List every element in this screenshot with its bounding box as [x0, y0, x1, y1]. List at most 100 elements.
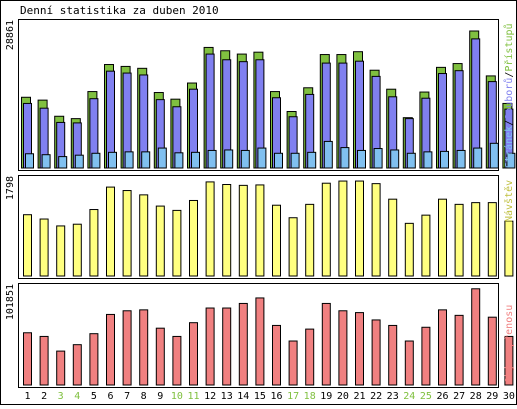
- bar-visits-day-20: [338, 180, 348, 277]
- xtick-label-day-18: 18: [304, 391, 316, 402]
- bar-pages-day-17: [290, 152, 300, 169]
- bar-kbytes-day-29: [487, 316, 497, 386]
- xtick-label-day-8: 8: [141, 391, 147, 402]
- xtick-label-day-27: 27: [453, 391, 465, 402]
- bar-kbytes-day-18: [305, 328, 315, 386]
- bar-kbytes-day-5: [89, 333, 99, 386]
- bar-visits-day-29: [487, 202, 497, 277]
- bar-visits-day-11: [189, 199, 198, 277]
- bar-pages-day-15: [257, 147, 267, 169]
- xtick-label-day-19: 19: [320, 391, 332, 402]
- bar-kbytes-day-12: [205, 307, 215, 386]
- bar-kbytes-day-2: [39, 335, 49, 386]
- xtick-label-day-26: 26: [436, 391, 448, 402]
- bar-visits-day-14: [238, 184, 248, 277]
- bar-pages-day-13: [224, 149, 234, 169]
- bar-pages-day-11: [191, 151, 200, 169]
- xtick-label-day-25: 25: [420, 391, 432, 402]
- xtick-label-day-24: 24: [403, 391, 415, 402]
- ytick-max-kbytes: 101851: [5, 284, 16, 320]
- bar-kbytes-day-8: [139, 309, 149, 386]
- bar-kbytes-day-20: [338, 310, 348, 386]
- bar-pages-day-4: [74, 154, 84, 169]
- bar-pages-day-29: [489, 142, 499, 169]
- xtick-label-day-7: 7: [124, 391, 130, 402]
- bar-visits-day-1: [23, 214, 32, 277]
- ytick-max-hits: 28861: [5, 20, 16, 50]
- xtick-label-day-17: 17: [287, 391, 299, 402]
- bar-visits-day-8: [139, 194, 149, 277]
- bar-visits-day-28: [471, 202, 481, 277]
- xtick-label-day-3: 3: [58, 391, 64, 402]
- bar-kbytes-day-22: [371, 319, 381, 386]
- bar-pages-day-14: [240, 149, 250, 169]
- bar-kbytes-day-26: [438, 309, 447, 386]
- bar-visits-day-30: [504, 220, 514, 277]
- bar-visits-day-5: [89, 209, 99, 277]
- bar-kbytes-day-21: [355, 312, 364, 386]
- bar-pages-day-9: [157, 147, 167, 169]
- bar-kbytes-day-3: [56, 350, 66, 386]
- xtick-label-day-4: 4: [74, 391, 80, 402]
- ylabel-hits-files-pages: Stránek/Souborů/Přístupů: [503, 23, 515, 168]
- bar-pages-day-24: [406, 152, 416, 169]
- xtick-label-day-21: 21: [353, 391, 365, 402]
- bar-kbytes-day-11: [189, 322, 198, 386]
- bar-pages-day-16: [274, 152, 283, 169]
- bar-pages-day-2: [41, 154, 51, 169]
- bar-pages-day-23: [390, 149, 400, 169]
- xtick-label-day-1: 1: [24, 391, 30, 402]
- bar-visits-day-15: [255, 184, 265, 277]
- bar-kbytes-day-24: [404, 340, 414, 386]
- bar-pages-day-26: [440, 150, 449, 169]
- bar-visits-day-9: [155, 205, 165, 277]
- bar-pages-day-10: [174, 152, 184, 169]
- bar-pages-day-1: [25, 153, 34, 169]
- bar-pages-day-20: [340, 147, 350, 169]
- bar-visits-day-27: [454, 203, 464, 277]
- bar-visits-day-21: [355, 180, 364, 277]
- bar-pages-day-18: [307, 151, 317, 169]
- bar-kbytes-day-9: [155, 327, 165, 386]
- bar-kbytes-day-6: [106, 313, 115, 386]
- xtick-label-day-11: 11: [187, 391, 199, 402]
- bar-visits-day-4: [72, 223, 82, 277]
- bar-pages-day-12: [207, 149, 217, 169]
- bar-visits-day-7: [122, 190, 132, 277]
- ytick-max-visits: 1798: [5, 176, 16, 200]
- xtick-label-day-5: 5: [91, 391, 97, 402]
- ylabel-part-4: Přístupů: [503, 23, 515, 71]
- xtick-label-day-10: 10: [171, 391, 183, 402]
- bar-kbytes-day-4: [72, 344, 82, 386]
- bar-visits-day-2: [39, 218, 49, 277]
- xtick-label-day-13: 13: [221, 391, 233, 402]
- bar-pages-day-7: [124, 151, 134, 169]
- bar-visits-day-23: [388, 198, 398, 277]
- ylabel-kbytes: Objem přenosu: [503, 305, 515, 383]
- bar-kbytes-day-1: [23, 332, 32, 386]
- bar-visits-day-19: [321, 182, 331, 277]
- bar-pages-day-3: [58, 156, 68, 169]
- bar-visits-day-25: [421, 214, 431, 277]
- bar-visits-day-12: [205, 181, 215, 277]
- bar-visits-day-22: [371, 183, 381, 277]
- bar-pages-day-6: [108, 151, 117, 169]
- bar-kbytes-day-25: [421, 326, 431, 386]
- ylabel-part-0: Stránek: [503, 126, 515, 168]
- xtick-label-day-28: 28: [470, 391, 482, 402]
- xtick-label-day-29: 29: [486, 391, 498, 402]
- bar-visits-day-26: [438, 198, 447, 277]
- bar-pages-day-30: [506, 152, 516, 169]
- bar-kbytes-day-19: [321, 302, 331, 386]
- bar-kbytes-day-7: [122, 310, 132, 386]
- bar-visits-day-6: [106, 186, 115, 277]
- xtick-label-day-15: 15: [254, 391, 266, 402]
- bar-kbytes-day-13: [222, 307, 232, 386]
- xtick-label-day-12: 12: [204, 391, 216, 402]
- bar-visits-day-24: [404, 222, 414, 277]
- bar-kbytes-day-17: [288, 340, 298, 386]
- bar-kbytes-day-28: [471, 288, 481, 386]
- bar-visits-day-16: [272, 204, 281, 277]
